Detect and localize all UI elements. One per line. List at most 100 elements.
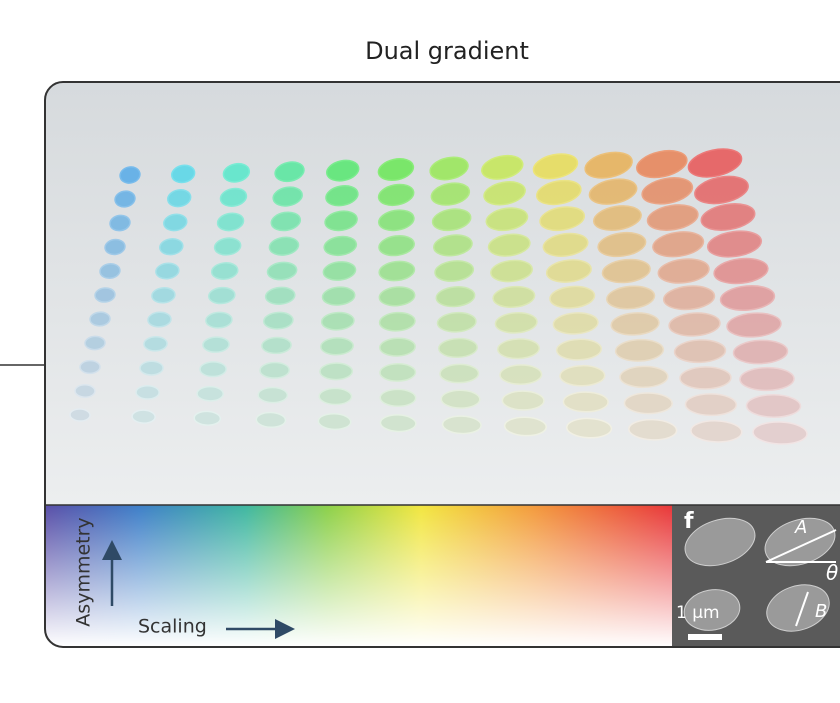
sem-particle [683, 589, 741, 631]
nanostructure [628, 418, 678, 441]
nanostructure [325, 185, 359, 207]
nanostructure [706, 230, 763, 258]
nanostructure [167, 189, 192, 208]
nanostructure [99, 263, 121, 279]
nanostructure [487, 233, 531, 257]
nanostructure [435, 286, 476, 308]
nanostructure [320, 311, 355, 331]
nanostructure [545, 259, 592, 283]
nanostructure [636, 149, 688, 179]
nanostructure [439, 363, 480, 384]
nanostructure [378, 209, 415, 232]
nanostructure [143, 336, 168, 352]
nanostructure [483, 181, 526, 206]
nanostructure [430, 182, 471, 206]
nanostructure [84, 335, 106, 351]
nanostructure [139, 360, 164, 376]
ellipse-array [69, 148, 808, 445]
nanostructure [606, 285, 656, 310]
nanostructure [485, 207, 529, 232]
nanostructure [588, 178, 638, 205]
nanostructure [261, 336, 292, 355]
nanostructure [499, 364, 543, 385]
nanostructure [694, 175, 749, 205]
nanostructure [318, 387, 353, 406]
nanostructure [323, 235, 358, 257]
nanostructure [436, 311, 477, 333]
nanostructure [208, 286, 236, 305]
nanostructure [69, 408, 91, 422]
nanostructure [539, 206, 586, 232]
nanostructure [159, 238, 184, 256]
nanostructure [272, 186, 303, 207]
nanostructure [270, 211, 302, 232]
nanostructure [700, 203, 756, 231]
nanostructure [501, 390, 545, 411]
nanostructure [193, 410, 222, 426]
nanostructure [378, 235, 415, 257]
nanostructure [492, 285, 536, 308]
nanostructure [326, 159, 360, 182]
nanostructure [320, 337, 354, 356]
nanostructure [135, 384, 160, 400]
nanostructure [213, 237, 242, 256]
nanostructure [210, 262, 239, 280]
nanostructure [565, 417, 613, 439]
nanostructure [619, 365, 669, 389]
panel-label: f [684, 509, 694, 534]
nanostructure [662, 285, 716, 311]
nanostructure [119, 166, 141, 184]
nanostructure [549, 285, 596, 309]
axis-A [765, 529, 837, 563]
nanostructure [321, 286, 356, 306]
nanostructure [601, 258, 651, 284]
nanostructure [202, 336, 230, 353]
scale-bar-label: 1 µm [676, 603, 720, 623]
nanostructure [274, 161, 305, 183]
nanostructure [94, 287, 116, 303]
nanostructure [429, 156, 469, 181]
nanostructure [379, 337, 416, 357]
nanostructure [79, 359, 101, 375]
nanostructure [535, 179, 582, 206]
inset-label: B [815, 601, 827, 622]
nanostructure [593, 205, 642, 231]
nanostructure [532, 153, 579, 180]
nanostructure [584, 151, 633, 179]
nanostructure [752, 421, 808, 445]
nanostructure [559, 364, 606, 387]
nanostructure [155, 262, 180, 280]
nanostructure [196, 385, 225, 402]
nanostructure [89, 311, 111, 327]
nanostructure [266, 261, 298, 281]
nanostructure [684, 393, 738, 417]
nanostructure [379, 388, 417, 408]
nanostructure [646, 204, 699, 231]
figure-title: Dual gradient [365, 37, 529, 65]
nanostructure [377, 183, 415, 207]
nanostructure [147, 311, 172, 328]
nanostructure [319, 362, 354, 381]
nanostructure [652, 231, 705, 258]
nanostructure [668, 312, 721, 337]
nanostructure [431, 208, 472, 232]
nanostructure [151, 287, 176, 304]
nanostructure [317, 412, 352, 431]
nanostructure [255, 411, 287, 429]
nanostructure [610, 312, 660, 336]
nanostructure [437, 337, 479, 359]
nanostructure [657, 258, 710, 284]
nanostructure [496, 338, 541, 360]
nanostructure [641, 177, 694, 205]
frame [44, 81, 840, 648]
nanostructure [222, 162, 251, 183]
nanostructure [434, 260, 475, 282]
inset-label: A [794, 517, 807, 538]
nanostructure [322, 261, 357, 281]
nanostructure [378, 311, 416, 332]
nanostructure [259, 361, 291, 379]
nanostructure [109, 214, 131, 232]
gradient-fade [45, 505, 672, 647]
